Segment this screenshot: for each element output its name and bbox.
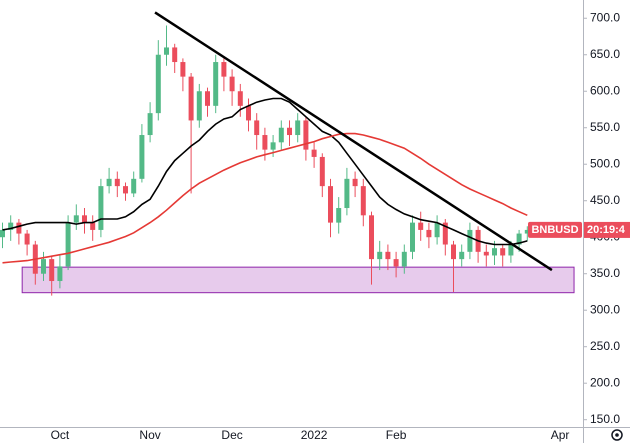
candle-body xyxy=(98,186,104,230)
candle-body xyxy=(196,91,202,121)
gear-center[interactable] xyxy=(615,433,619,437)
candle-body xyxy=(401,251,407,267)
support-zone xyxy=(21,266,575,294)
candle-body xyxy=(73,215,79,223)
y-tick-label: 700.0 xyxy=(590,10,620,24)
candle-body xyxy=(328,186,333,223)
x-tick-label: Dec xyxy=(221,428,242,442)
candle-body xyxy=(295,120,301,136)
candle-body xyxy=(246,105,251,121)
candle-body xyxy=(262,135,268,150)
countdown: 20:19:4 xyxy=(587,224,626,236)
candle-body xyxy=(180,62,186,77)
candle-body xyxy=(508,244,514,256)
y-tick-label: 150.0 xyxy=(590,412,620,426)
candle-body xyxy=(352,178,358,187)
candle-body xyxy=(8,222,14,230)
candle-body xyxy=(90,222,96,230)
y-tick-label: 250.0 xyxy=(590,339,620,353)
candle-body xyxy=(377,251,383,260)
candle-body xyxy=(434,222,440,238)
candle-body xyxy=(410,222,415,252)
candle-body xyxy=(114,178,120,187)
settings-icon[interactable] xyxy=(611,429,623,441)
candle-body xyxy=(336,208,342,223)
candle-body xyxy=(451,244,456,260)
candle-body xyxy=(16,222,22,234)
candle-body xyxy=(106,178,112,187)
x-tick-label: Nov xyxy=(139,428,160,442)
candle-body xyxy=(139,135,145,179)
candle-body xyxy=(303,120,309,150)
symbol-tag: BNBUSD xyxy=(531,224,578,236)
candle-body xyxy=(426,229,432,238)
candle-body xyxy=(24,233,30,245)
gear[interactable] xyxy=(611,429,623,441)
candle-body xyxy=(492,248,497,256)
candle-body xyxy=(418,222,424,230)
y-tick-label: 350.0 xyxy=(590,266,620,280)
y-tick-label: 550.0 xyxy=(590,120,620,134)
trendline xyxy=(154,11,553,272)
candle-body xyxy=(393,259,399,267)
candle-body xyxy=(229,76,235,92)
candle-body xyxy=(287,127,292,136)
candle-body xyxy=(41,259,46,274)
candle-body xyxy=(524,229,530,234)
moving-average xyxy=(2,132,528,264)
candle-body xyxy=(516,233,522,245)
candle-body xyxy=(459,251,465,260)
moving-average xyxy=(2,97,528,246)
candle-body xyxy=(278,127,284,143)
candle-body xyxy=(467,229,473,252)
candle-body xyxy=(131,178,137,194)
candle-body xyxy=(442,222,448,245)
candle-body xyxy=(221,62,227,77)
candle-body xyxy=(500,248,506,256)
y-tick-label: 500.0 xyxy=(590,156,620,170)
x-tick-label: Apr xyxy=(551,428,570,442)
candle-body xyxy=(164,47,169,55)
candle-body xyxy=(65,222,71,267)
candle-body xyxy=(369,215,374,260)
candle-body xyxy=(385,251,391,260)
y-tick-label: 600.0 xyxy=(590,83,620,97)
candle-body xyxy=(155,54,161,114)
candle-body xyxy=(254,120,260,136)
candle-body xyxy=(0,229,5,238)
candle-body xyxy=(172,47,178,63)
candle-body xyxy=(213,62,219,106)
x-tick-label: 2022 xyxy=(301,428,328,442)
countdown-bg xyxy=(584,221,630,238)
y-tick-label: 450.0 xyxy=(590,193,620,207)
candle-body xyxy=(147,113,153,136)
candle-body xyxy=(237,91,243,106)
candle-body xyxy=(188,76,194,121)
candle-body xyxy=(270,142,276,150)
symbol-tag-bg xyxy=(528,221,582,238)
candle-body xyxy=(319,156,325,187)
candle-body xyxy=(123,186,128,194)
x-tick-label: Oct xyxy=(51,428,70,442)
candle-body xyxy=(483,251,489,256)
candle-body xyxy=(49,259,55,282)
candle-body xyxy=(57,266,63,282)
x-tick-label: Feb xyxy=(386,428,407,442)
candle-body xyxy=(82,215,87,223)
y-tick-label: 300.0 xyxy=(590,302,620,316)
candle-body xyxy=(311,149,317,157)
y-tick-label: 200.0 xyxy=(590,375,620,389)
candle-body xyxy=(360,186,366,216)
candle-body xyxy=(344,178,350,209)
candle-body xyxy=(205,91,210,106)
y-tick-label: 650.0 xyxy=(590,47,620,61)
